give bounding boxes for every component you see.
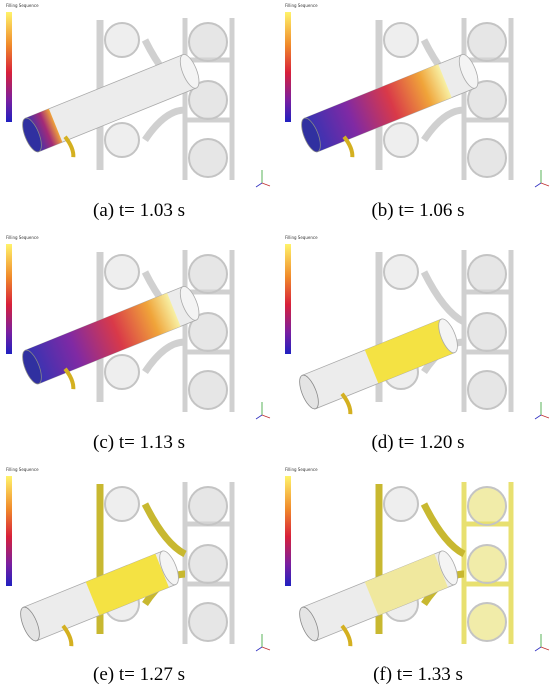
legend-header: Filling Sequence [6,467,39,472]
simulation-image: Filling Sequence [0,232,278,427]
axis-triad [535,634,549,651]
caption: (e) t= 1.27 s [0,664,278,686]
caption: (d) t= 1.20 s [279,432,557,454]
panel: Filling Sequence (f) t= 1.33 s [279,464,557,695]
axis-triad [256,634,270,651]
simulation-image: Filling Sequence [279,464,557,659]
color-bar [285,476,291,586]
panel: Filling Sequence (b) t= 1.06 s [279,0,557,231]
simulation-image: Filling Sequence [279,0,557,195]
caption: (b) t= 1.06 s [279,200,557,222]
axis-triad [535,170,549,187]
axis-triad [535,402,549,419]
figure: {"panels": [ {"header": "Filling Sequenc… [0,0,557,695]
color-bar [285,12,291,122]
simulation-image: Filling Sequence [279,232,557,427]
caption: (c) t= 1.13 s [0,432,278,454]
panel: Filling Sequence (c) t= 1.13 s [0,232,278,463]
legend-header: Filling Sequence [285,3,318,8]
simulation-image: Filling Sequence [0,464,278,659]
panel: Filling Sequence (d) t= 1.20 s [279,232,557,463]
color-bar [6,12,12,122]
panel: Filling Sequence (e) t= 1.27 s [0,464,278,695]
legend-header: Filling Sequence [285,235,318,240]
axis-triad [256,402,270,419]
caption: (a) t= 1.03 s [0,200,278,222]
panel-grid: Filling Sequence(a) t= 1.03 sFilling Seq… [0,0,557,695]
legend-header: Filling Sequence [6,235,39,240]
caption: (f) t= 1.33 s [279,664,557,686]
axis-triad [256,170,270,187]
legend-header: Filling Sequence [6,3,39,8]
color-bar [285,244,291,354]
simulation-image: Filling Sequence [0,0,278,195]
panel: Filling Sequence (a) t= 1.03 s [0,0,278,231]
color-bar [6,476,12,586]
legend-header: Filling Sequence [285,467,318,472]
color-bar [6,244,12,354]
